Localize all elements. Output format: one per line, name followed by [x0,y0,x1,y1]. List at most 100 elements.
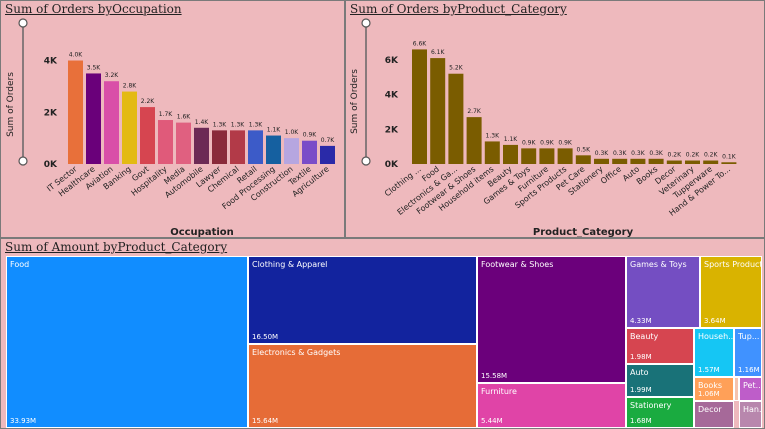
bar[interactable] [721,162,737,164]
treemap-tile-label: Beauty [630,332,659,341]
bar[interactable] [194,127,209,164]
data-label: 0.9K [522,139,537,146]
bar[interactable] [484,141,500,164]
treemap-tile-label: Food [10,260,30,269]
bar[interactable] [248,130,263,164]
bar[interactable] [140,107,155,164]
data-label: 0.1K [722,153,737,160]
bar[interactable] [302,140,317,164]
bar[interactable] [466,117,482,164]
treemap-tile-value: 1.98M [630,353,652,361]
bar[interactable] [666,160,682,164]
treemap-tile[interactable]: Food 33.93M [6,256,248,428]
bar[interactable] [230,130,245,164]
data-label: 3.2K [105,72,120,79]
bar[interactable] [703,160,719,164]
treemap-tile-label: Sports Products [704,260,762,269]
bar[interactable] [521,148,537,164]
treemap-tile[interactable]: Han... [739,401,762,428]
treemap-tile[interactable]: Auto 1.99M [626,364,694,397]
treemap-title: Sum of Amount byProduct_Category [5,240,228,254]
treemap-tile-value: 1.99M [630,386,652,394]
data-label: 6.6K [413,40,428,47]
data-label: 5.2K [449,65,464,72]
amount-treemap-panel[interactable]: Sum of Amount byProduct_Category Food 33.… [0,238,765,429]
data-label: 0.2K [668,152,683,159]
treemap-tile[interactable] [734,377,739,401]
bar[interactable] [104,81,119,164]
data-label: 1.3K [486,132,501,139]
data-label: 0.9K [303,132,318,139]
x-axis-label: Occupation [170,227,234,238]
y-tick-label: 2K [385,125,399,135]
data-label: 1.7K [159,111,174,118]
bar[interactable] [630,158,646,164]
y-tick-label: 4K [44,57,58,67]
bar[interactable] [176,122,191,164]
treemap-tile[interactable]: Books 1.06M [694,377,734,401]
bar[interactable] [430,58,446,164]
bar[interactable] [320,145,335,164]
treemap-tile-value: 15.64M [252,417,279,425]
treemap-tile[interactable]: Pet... [739,377,762,401]
bar[interactable] [448,73,464,164]
y-tick-label: 6K [385,56,399,66]
data-label: 6.1K [431,49,446,56]
bar[interactable] [266,135,281,164]
range-slider-top-handle[interactable] [18,18,28,28]
treemap-tile[interactable]: Footwear & Shoes 15.58M [477,256,626,383]
data-label: 1.3K [231,121,246,128]
treemap-tile-value: 15.58M [481,372,508,380]
y-axis-label: Sum of Orders [350,69,360,134]
treemap-tile[interactable]: Sports Products 3.64M [700,256,762,328]
bar[interactable] [212,130,227,164]
treemap-tile-value: 1.57M [698,366,720,374]
bar[interactable] [557,148,573,164]
bar[interactable] [594,158,609,164]
data-label: 0.2K [686,152,701,159]
bar[interactable] [284,138,299,164]
occupation-chart-panel[interactable]: Sum of Orders byOccupation Sum of Orders… [0,0,345,238]
treemap-tile-label: Clothing & Apparel [252,260,328,269]
range-slider-top-handle[interactable] [361,18,371,28]
data-label: 1.0K [285,129,300,136]
treemap-tile[interactable]: Tup... 1.16M [734,328,762,377]
treemap-tile-label: Tup... [738,332,760,341]
bar[interactable] [158,120,173,164]
occupation-chart-title: Sum of Orders byOccupation [5,2,182,16]
data-label: 1.1K [504,136,519,143]
treemap-tile[interactable]: Stationery 1.68M [626,397,694,428]
treemap-tile[interactable]: Beauty 1.98M [626,328,694,364]
bar[interactable] [539,148,555,164]
bar[interactable] [503,144,518,164]
bar[interactable] [685,160,700,164]
treemap-tile-label: Stationery [630,401,672,410]
bar[interactable] [612,158,628,164]
treemap-tile[interactable]: Househ... 1.57M [694,328,734,377]
product-category-chart-panel[interactable]: Sum of Orders byProduct_Category Sum of … [345,0,765,238]
y-tick-label: 4K [385,91,399,101]
bar[interactable] [68,60,83,164]
data-label: 0.9K [540,139,555,146]
treemap-tile-label: Electronics & Gadgets [252,348,341,357]
treemap-tile[interactable]: Clothing & Apparel 16.50M [248,256,477,344]
y-tick-label: 0K [44,160,58,170]
bar[interactable] [412,49,427,164]
data-label: 0.3K [595,150,610,157]
data-label: 1.6K [177,114,192,121]
bar[interactable] [648,158,664,164]
bar[interactable] [575,155,591,164]
treemap-tile[interactable]: Decor [694,401,734,428]
range-slider-bottom-handle[interactable] [361,156,371,166]
treemap-tile[interactable]: Electronics & Gadgets 15.64M [248,344,477,428]
data-label: 0.3K [631,150,646,157]
bar[interactable] [122,91,137,164]
y-axis-label: Sum of Orders [6,72,16,137]
treemap-tile[interactable]: Games & Toys 4.33M [626,256,700,328]
treemap-tile[interactable]: Furniture 5.44M [477,383,626,428]
range-slider-bottom-handle[interactable] [18,156,28,166]
bar[interactable] [86,73,101,164]
treemap-tile-label: Househ... [698,332,734,341]
